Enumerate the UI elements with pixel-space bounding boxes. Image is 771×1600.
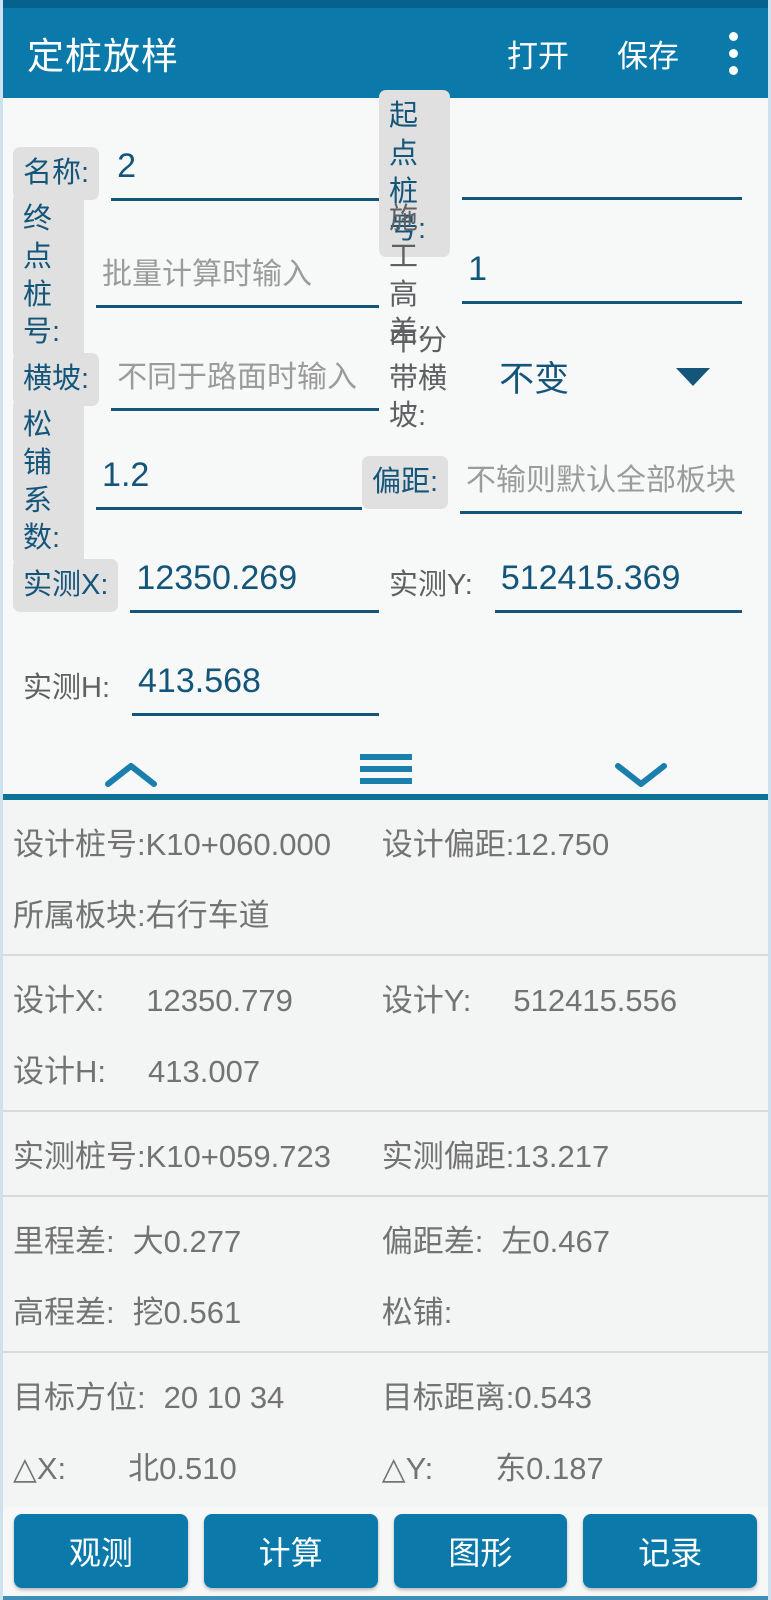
chevron-down-icon[interactable] (612, 760, 670, 790)
design-station-section: 设计桩号: K10+060.000 设计偏距: 12.750 所属板块: 右行车… (3, 800, 768, 956)
graphic-button[interactable]: 图形 (393, 1514, 568, 1588)
form-row-6: 实测H: 413.568 (3, 637, 768, 740)
measured-offset-field: 实测偏距: 13.217 (381, 1139, 610, 1174)
design-x-field: 设计X: 12350.779 (13, 983, 293, 1018)
triple-bar-menu-icon[interactable] (359, 754, 412, 790)
form-row-2: 终点桩号: 批量计算时输入 施工高差: 1 (3, 193, 768, 360)
median-cross-slope-value: 不变 (499, 360, 570, 399)
start-station-label[interactable]: 起点桩号: (379, 90, 451, 257)
target-section: 目标方位: 20 10 34 目标距离: 0.543 △X: 北0.510 △Y… (3, 1353, 768, 1507)
design-coords-section: 设计X: 12350.779 设计Y: 512415.556 设计H: 413.… (3, 956, 768, 1112)
measured-y-label: 实测Y: (389, 568, 473, 601)
measured-x-input[interactable]: 12350.269 (130, 559, 380, 613)
measured-h-input[interactable]: 413.568 (132, 662, 380, 716)
design-h-field: 设计H: 413.007 (13, 1054, 261, 1089)
design-offset-field: 设计偏距: 12.750 (381, 827, 610, 862)
panel-toggle-row (3, 740, 768, 794)
end-station-label[interactable]: 终点桩号: (13, 193, 85, 360)
construction-height-diff-input[interactable]: 1 (462, 250, 742, 304)
loose-factor-input[interactable]: 1.2 (96, 456, 362, 510)
difference-section: 里程差: 大0.277 偏距差: 左0.467 高程差: 挖0.561 松铺: (3, 1197, 768, 1353)
height-diff-field: 高程差: 挖0.561 (13, 1295, 242, 1330)
status-bar (3, 0, 768, 8)
chevron-down-icon (676, 367, 710, 386)
name-label[interactable]: 名称: (13, 146, 100, 201)
bottom-button-bar: 观测 计算 图形 记录 (3, 1514, 768, 1588)
target-distance-field: 目标距离: 0.543 (381, 1380, 592, 1415)
record-button[interactable]: 记录 (583, 1514, 757, 1588)
page-title: 定桩放样 (27, 36, 179, 77)
cross-slope-input[interactable]: 不同于路面时输入 (111, 348, 380, 411)
loose-factor-label[interactable]: 松铺系数: (13, 399, 85, 566)
start-station-input[interactable] (462, 148, 742, 200)
results-panel: 设计桩号: K10+060.000 设计偏距: 12.750 所属板块: 右行车… (3, 800, 768, 1507)
form-row-5: 实测X: 12350.269 实测Y: 512415.369 (3, 534, 768, 637)
measured-h-label: 实测H: (23, 671, 111, 704)
loose-paving-field: 松铺: (381, 1295, 453, 1330)
measured-y-input[interactable]: 512415.369 (494, 559, 742, 613)
chevron-up-icon[interactable] (102, 760, 160, 790)
app-bar: 定桩放样 打开 保存 (3, 8, 768, 98)
block-field: 所属板块: 右行车道 (13, 898, 270, 933)
measured-station-section: 实测桩号: K10+059.723 实测偏距: 13.217 (3, 1112, 768, 1197)
delta-x-field: △X: 北0.510 (13, 1451, 237, 1486)
input-form: 名称: 2 起点桩号: 终点桩号: 批量计算时输入 施工高差: 1 横坡: 不同… (3, 90, 768, 740)
form-row-1: 名称: 2 起点桩号: (3, 90, 768, 257)
observe-button[interactable]: 观测 (14, 1514, 188, 1588)
delta-y-field: △Y: 东0.187 (381, 1451, 604, 1486)
name-input[interactable]: 2 (111, 147, 380, 201)
design-station-field: 设计桩号: K10+060.000 (13, 827, 331, 862)
offset-input[interactable]: 不输则默认全部板块 (460, 451, 742, 514)
offset-diff-field: 偏距差: 左0.467 (381, 1224, 610, 1259)
form-row-3: 横坡: 不同于路面时输入 中分带横坡: 不变 (3, 325, 768, 432)
cross-slope-label[interactable]: 横坡: (13, 352, 100, 407)
median-cross-slope-dropdown[interactable]: 不变 (493, 351, 742, 408)
offset-label[interactable]: 偏距: (361, 455, 448, 510)
form-row-4: 松铺系数: 1.2 偏距: 不输则默认全部板块 (3, 399, 768, 566)
end-station-input[interactable]: 批量计算时输入 (96, 245, 380, 308)
measured-x-label[interactable]: 实测X: (13, 558, 119, 613)
measured-station-field: 实测桩号: K10+059.723 (13, 1139, 331, 1174)
target-azimuth-field: 目标方位: 20 10 34 (13, 1380, 285, 1415)
mileage-diff-field: 里程差: 大0.277 (13, 1224, 242, 1259)
median-cross-slope-label: 中分带横坡: (389, 324, 448, 433)
save-button[interactable]: 保存 (617, 38, 679, 74)
calculate-button[interactable]: 计算 (203, 1514, 378, 1588)
open-button[interactable]: 打开 (507, 38, 569, 74)
design-y-field: 设计Y: 512415.556 (381, 983, 678, 1018)
panel-divider (3, 794, 768, 800)
construction-height-diff-label: 施工高差: (389, 203, 427, 349)
more-vert-icon[interactable] (723, 26, 744, 81)
